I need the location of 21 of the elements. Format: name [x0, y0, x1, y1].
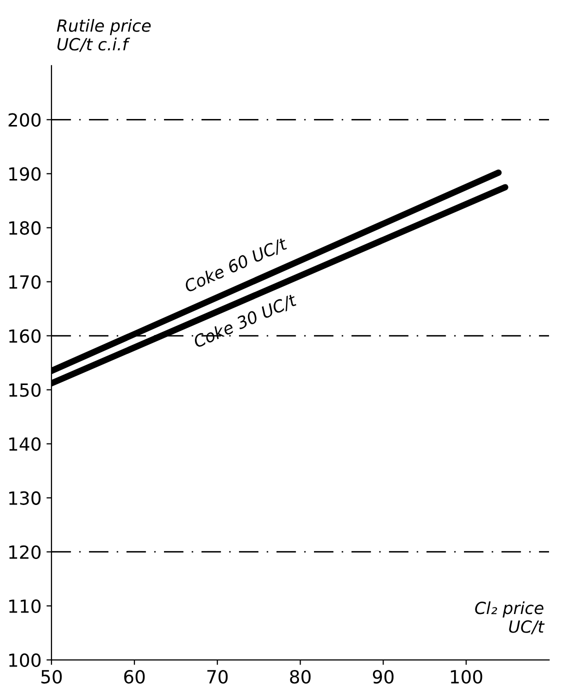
- x-tick-label: 80: [290, 670, 311, 684]
- y-tick-label: 120: [9, 545, 41, 559]
- y-tick-label: 190: [9, 167, 41, 181]
- x-tick-label: 100: [450, 670, 482, 684]
- text: Coke 30 UC/t: [192, 292, 298, 350]
- y-tick-label: 170: [9, 275, 41, 289]
- y-tick-label: 180: [9, 221, 41, 235]
- x-axis-title: Cl₂ price UC/t: [475, 601, 545, 634]
- x-tick-label: 50: [41, 670, 62, 684]
- y-axis-title: Rutile price UC/t c.i.f: [56, 18, 151, 52]
- y-tick-label: 100: [9, 653, 41, 668]
- y-tick-label: 200: [8, 113, 41, 127]
- x-tick-label: 70: [207, 670, 228, 684]
- y-tick-label: 150: [9, 383, 41, 397]
- y-tick-label: 140: [9, 437, 41, 451]
- x-tick-label: 90: [372, 670, 394, 684]
- y-tick-label: 110: [9, 599, 41, 613]
- y-tick-label: 130: [9, 491, 41, 505]
- x-tick-label: 60: [124, 670, 145, 684]
- y-tick-label: 160: [9, 329, 41, 343]
- text: Coke 60 UC/t: [183, 236, 289, 294]
